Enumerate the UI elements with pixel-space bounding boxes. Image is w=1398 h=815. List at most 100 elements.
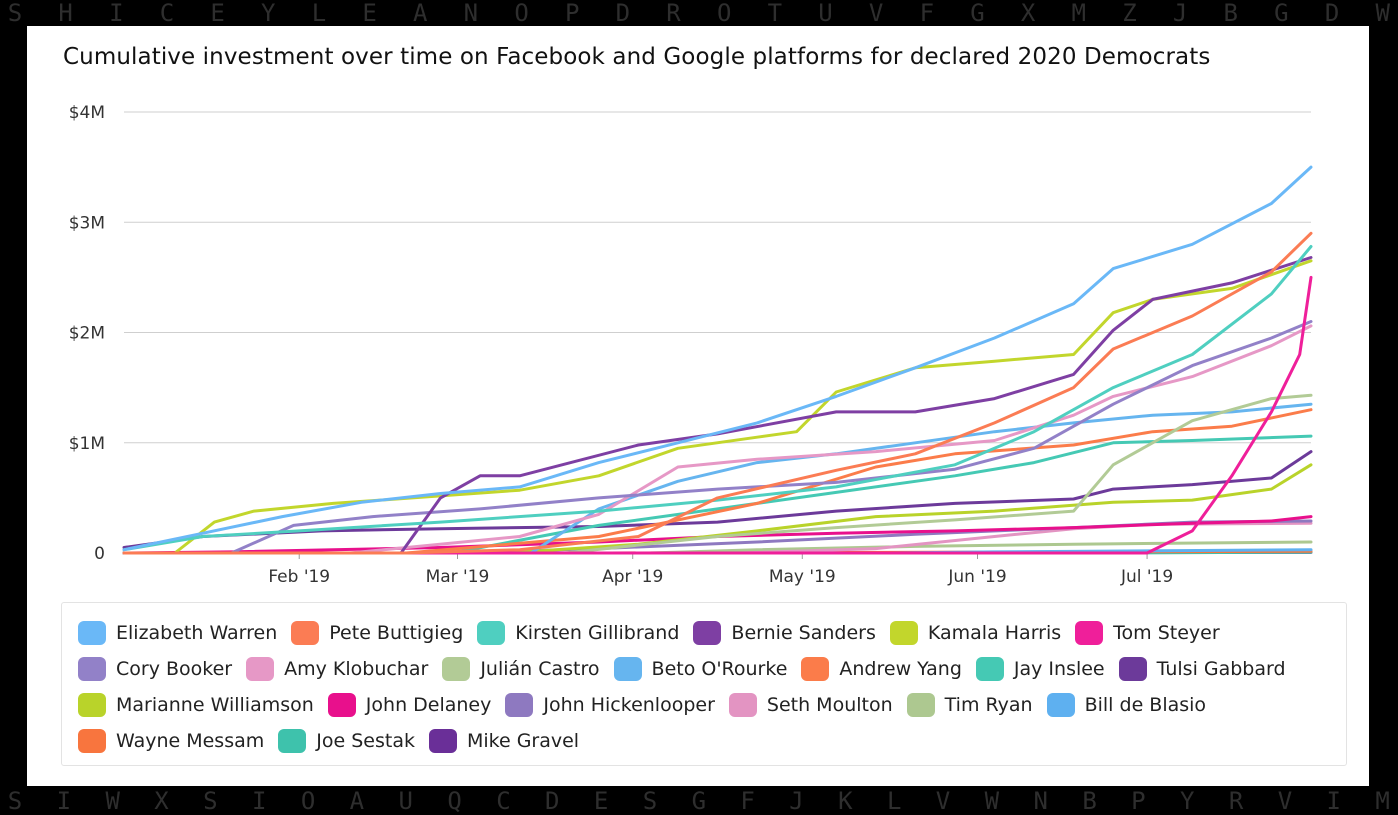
background-letter-bottom-11: D — [545, 787, 560, 815]
legend-item-16[interactable]: Seth Moulton — [728, 687, 893, 723]
legend-swatch — [889, 621, 918, 645]
background-letter-top-11: P — [564, 0, 580, 27]
background-letter-top-7: E — [362, 0, 377, 27]
background-letter-bottom-14: G — [691, 787, 707, 815]
legend-item-3[interactable]: Bernie Sanders — [693, 615, 876, 651]
legend-item-13[interactable]: Marianne Williamson — [78, 687, 314, 723]
legend-label: Elizabeth Warren — [116, 622, 278, 644]
legend-item-6[interactable]: Cory Booker — [78, 651, 232, 687]
x-tick-label-2: Apr '19 — [602, 567, 663, 586]
background-letter-top-4: E — [210, 0, 225, 27]
background-letter-top-18: F — [919, 0, 935, 27]
legend-swatch — [1075, 621, 1104, 645]
background-letter-top-0: S — [7, 0, 23, 27]
legend-item-15[interactable]: John Hickenlooper — [505, 687, 715, 723]
x-tick-labels: Feb '19 Mar '19 Apr '19 May '19 Jun '19 Jul '… — [268, 553, 1173, 586]
background-letter-top-20: X — [1020, 0, 1036, 27]
legend-item-4[interactable]: Kamala Harris — [889, 615, 1061, 651]
background-letter-top-1: H — [58, 0, 73, 27]
legend-label: Amy Klobuchar — [284, 658, 429, 680]
series-line-7 — [122, 324, 1313, 555]
y-tick-labels: 0 $1M $2M $3M $4M — [69, 103, 105, 564]
legend-swatch — [975, 657, 1004, 681]
legend-swatch — [505, 693, 534, 717]
legend-label: Tim Ryan — [944, 694, 1033, 716]
chart-card: Cumulative investment over time on Faceb… — [27, 26, 1369, 786]
legend-item-17[interactable]: Tim Ryan — [906, 687, 1033, 723]
background-letter-top-5: Y — [261, 0, 276, 27]
background-letter-top-12: D — [615, 0, 631, 27]
background-letter-bottom-1: I — [56, 787, 72, 815]
legend-item-20[interactable]: Joe Sestak — [278, 723, 415, 759]
background-letter-bottom-23: P — [1131, 787, 1146, 815]
legend-swatch — [428, 729, 457, 753]
series-lines — [122, 165, 1313, 555]
legend-swatch — [801, 657, 830, 681]
background-letter-top-3: C — [159, 0, 175, 27]
x-tick-label-0: Feb '19 — [268, 567, 330, 586]
series-line-14 — [122, 515, 1313, 555]
background-letter-top-15: T — [767, 0, 783, 27]
legend-swatch — [78, 657, 106, 681]
legend-swatch — [78, 693, 106, 717]
legend-label: Cory Booker — [116, 658, 233, 680]
background-letter-top-23: J — [1172, 0, 1188, 27]
legend-item-11[interactable]: Jay Inslee — [975, 651, 1105, 687]
legend-item-14[interactable]: John Delaney — [327, 687, 491, 723]
background-letter-top-13: R — [666, 0, 681, 27]
background-letter-bottom-0: S — [7, 787, 23, 815]
background-letter-bottom-4: S — [203, 787, 218, 815]
legend-label: Beto O'Rourke — [651, 658, 788, 680]
legend-swatch — [693, 621, 722, 645]
series-line-16 — [122, 521, 1313, 555]
legend-label: Joe Sestak — [316, 730, 415, 752]
series-line-10 — [122, 408, 1313, 555]
legend-swatch — [613, 657, 642, 681]
legend-item-18[interactable]: Bill de Blasio — [1046, 687, 1206, 723]
background-letter-bottom-18: L — [886, 787, 902, 815]
background-letter-top-16: U — [818, 0, 833, 27]
background-letter-top-8: A — [413, 0, 428, 27]
background-letter-bottom-28: M — [1375, 787, 1390, 815]
legend-item-1[interactable]: Pete Buttigieg — [291, 615, 463, 651]
y-tick-label-0: 0 — [94, 544, 105, 564]
legend-item-21[interactable]: Mike Gravel — [428, 723, 579, 759]
legend-swatch — [291, 621, 320, 645]
background-letter-bottom-5: I — [251, 787, 267, 815]
legend-item-2[interactable]: Kirsten Gillibrand — [477, 615, 679, 651]
series-line-0 — [122, 165, 1313, 552]
background-letter-bottom-21: N — [1033, 787, 1048, 815]
series-line-4 — [122, 259, 1313, 555]
background-letter-bottom-24: Y — [1180, 787, 1195, 815]
series-line-13 — [122, 463, 1313, 555]
legend-swatch — [327, 693, 356, 717]
legend-label: Julián Castro — [480, 658, 600, 680]
legend-item-9[interactable]: Beto O'Rourke — [613, 651, 788, 687]
legend-item-19[interactable]: Wayne Messam — [78, 723, 264, 759]
background-letter-top-9: N — [463, 0, 479, 27]
y-tick-label-3: $3M — [69, 213, 105, 233]
background-letter-top-21: M — [1071, 0, 1086, 27]
legend-label: Jay Inslee — [1013, 658, 1105, 680]
legend-item-12[interactable]: Tulsi Gabbard — [1118, 651, 1286, 687]
background-letter-top-10: O — [514, 0, 529, 27]
legend-swatch — [246, 657, 275, 681]
background-letter-top-17: V — [868, 0, 884, 27]
legend-item-0[interactable]: Elizabeth Warren — [78, 615, 277, 651]
legend-label: Pete Buttigieg — [329, 622, 464, 644]
background-letter-top-24: B — [1223, 0, 1238, 27]
legend-item-5[interactable]: Tom Steyer — [1075, 615, 1220, 651]
legend-item-10[interactable]: Andrew Yang — [801, 651, 962, 687]
y-tick-label-4: $4M — [69, 103, 105, 123]
background-letter-top-19: G — [970, 0, 985, 27]
background-letter-bottom-12: E — [593, 787, 609, 815]
x-tick-label-1: Mar '19 — [426, 567, 490, 586]
plot-area: 0 $1M $2M $3M $4M Feb '19 Mar '19 Apr '19 May '… — [69, 103, 1313, 586]
legend: Elizabeth Warren Pete Buttigieg Kirsten Gi… — [61, 602, 1347, 766]
legend-label: John Hickenlooper — [543, 694, 715, 716]
background-letter-bottom-10: C — [496, 787, 511, 815]
background-letter-bottom-13: S — [642, 787, 658, 815]
legend-item-7[interactable]: Amy Klobuchar — [246, 651, 428, 687]
legend-item-8[interactable]: Julián Castro — [442, 651, 600, 687]
